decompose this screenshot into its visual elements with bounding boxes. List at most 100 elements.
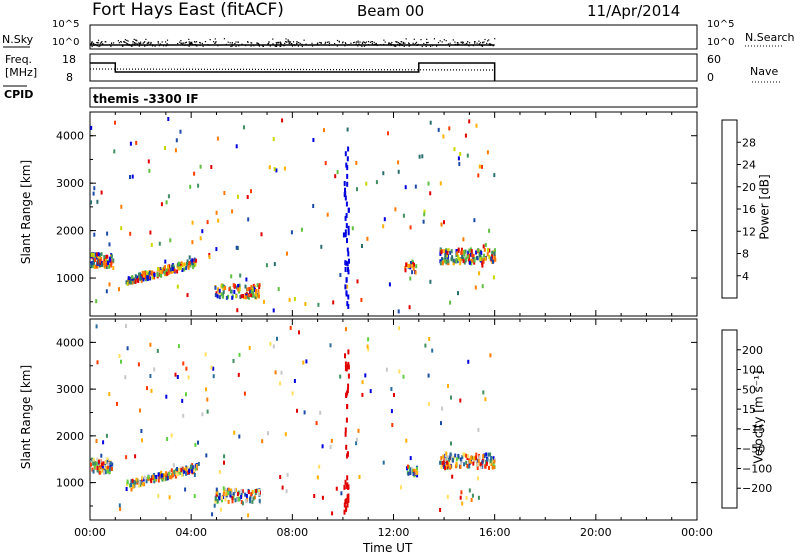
nsky-sample bbox=[408, 42, 410, 44]
nsky-sample bbox=[445, 40, 447, 42]
power-echo bbox=[96, 261, 99, 266]
velocity-echo bbox=[241, 489, 244, 494]
velocity-colorbar-tick-label: 200 bbox=[742, 344, 763, 357]
velocity-echo bbox=[224, 487, 227, 492]
nsky-sample bbox=[301, 45, 303, 48]
nsky-sample bbox=[317, 42, 319, 44]
velocity-colorbar-tick-label: −50 bbox=[742, 443, 765, 456]
velocity-echo bbox=[415, 466, 418, 471]
power-echo bbox=[158, 241, 161, 246]
velocity-echo bbox=[393, 393, 395, 397]
velocity-echo bbox=[488, 465, 490, 470]
power-echo bbox=[237, 284, 240, 288]
power-echo bbox=[462, 258, 465, 263]
velocity-echo bbox=[446, 460, 449, 465]
nsky-sample bbox=[247, 41, 249, 44]
power-echo bbox=[471, 258, 474, 263]
power-echo bbox=[145, 277, 148, 282]
velocity-echo bbox=[174, 372, 177, 377]
power-echo bbox=[451, 255, 454, 260]
nsky-sample bbox=[188, 43, 190, 45]
power-echo bbox=[493, 248, 496, 253]
velocity-echo bbox=[241, 501, 244, 506]
power-echo bbox=[345, 291, 348, 297]
velocity-echo bbox=[344, 479, 347, 485]
velocity-echo bbox=[469, 456, 472, 460]
power-echo bbox=[244, 284, 247, 289]
power-echo bbox=[493, 173, 496, 178]
velocity-echo bbox=[186, 466, 189, 471]
power-echo bbox=[423, 212, 426, 217]
velocity-echo bbox=[467, 359, 470, 364]
velocity-echo bbox=[405, 438, 408, 443]
velocity-echo bbox=[157, 493, 160, 498]
velocity-echo bbox=[170, 475, 173, 480]
nsky-sample bbox=[132, 41, 134, 43]
power-echo bbox=[95, 299, 98, 304]
nsky-sample bbox=[144, 45, 146, 47]
power-echo bbox=[172, 264, 175, 269]
velocity-echo bbox=[447, 458, 449, 462]
velocity-echo bbox=[492, 456, 495, 461]
velocity-echo bbox=[481, 460, 484, 465]
nsky-sample bbox=[235, 45, 237, 47]
velocity-echo bbox=[427, 402, 430, 407]
nsky-sample bbox=[124, 39, 126, 41]
power-colorbar-tick-label: 8 bbox=[742, 248, 749, 261]
power-echo bbox=[347, 251, 350, 257]
nsky-sample bbox=[344, 42, 346, 44]
velocity-echo bbox=[95, 439, 98, 443]
power-echo bbox=[459, 152, 462, 156]
velocity-echo bbox=[461, 501, 464, 506]
power-echo bbox=[290, 230, 293, 235]
velocity-echo bbox=[344, 366, 347, 371]
nsky-sample bbox=[262, 45, 264, 47]
power-echo bbox=[257, 294, 260, 299]
power-echo bbox=[177, 261, 180, 266]
velocity-echo bbox=[93, 464, 96, 469]
power-echo bbox=[247, 293, 250, 298]
velocity-echo bbox=[460, 490, 463, 495]
power-echo bbox=[129, 141, 132, 146]
velocity-echo bbox=[449, 464, 452, 469]
velocity-echo bbox=[102, 461, 105, 466]
nsky-sample bbox=[439, 40, 441, 42]
nsky-sample bbox=[238, 45, 240, 47]
power-colorbar-tick-label: 16 bbox=[742, 203, 756, 216]
power-echo bbox=[176, 284, 179, 289]
power-echo bbox=[253, 286, 255, 291]
nsky-sample bbox=[426, 41, 428, 44]
cpid-program: themis -3300 IF bbox=[93, 92, 199, 106]
power-echo bbox=[382, 171, 385, 176]
velocity-echo bbox=[142, 482, 145, 487]
nsky-sample bbox=[402, 41, 405, 44]
velocity-echo bbox=[229, 493, 232, 498]
nsky-sample bbox=[488, 39, 490, 41]
velocity-echo bbox=[409, 467, 412, 472]
power-echo bbox=[347, 294, 350, 300]
power-echo bbox=[180, 265, 183, 270]
velocity-echo bbox=[92, 457, 95, 462]
power-echo bbox=[288, 297, 291, 302]
power-echo bbox=[247, 217, 250, 222]
nsky-sample bbox=[338, 41, 340, 43]
power-echo bbox=[470, 261, 473, 266]
nsky-sample bbox=[320, 42, 322, 44]
velocity-echo bbox=[466, 463, 469, 468]
velocity-echo bbox=[452, 455, 455, 460]
power-echo bbox=[102, 261, 105, 266]
velocity-echo bbox=[104, 470, 107, 475]
velocity-echo bbox=[285, 489, 288, 494]
velocity-echo bbox=[346, 494, 349, 500]
velocity-echo bbox=[305, 359, 308, 364]
power-echo bbox=[404, 268, 407, 273]
velocity-echo bbox=[132, 484, 135, 489]
velocity-echo bbox=[343, 502, 346, 508]
power-echo bbox=[163, 270, 166, 275]
nsky-sample bbox=[297, 45, 299, 47]
power-echo bbox=[493, 251, 496, 256]
velocity-echo bbox=[170, 468, 173, 473]
power-echo bbox=[143, 271, 146, 276]
power-echo bbox=[237, 194, 239, 199]
power-echo bbox=[159, 269, 162, 274]
